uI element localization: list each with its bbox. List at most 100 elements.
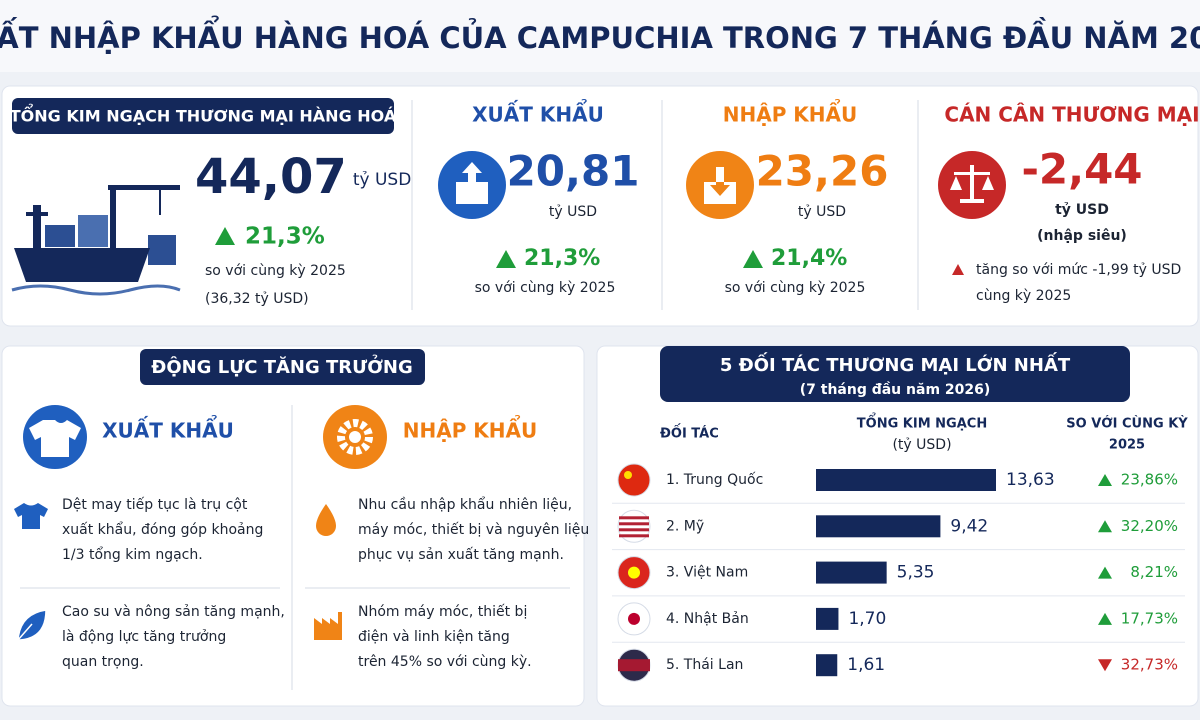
up-arrow [496,250,516,268]
flag-stripe [619,534,649,538]
flag-stripe [618,659,650,672]
bullet-text: phục vụ sản xuất tăng mạnh. [358,547,564,563]
value-label: 13,63 [1006,470,1055,490]
balance-unit: tỷ USD [1055,202,1109,218]
gear-glyph [349,431,361,443]
partner-name: 4. Nhật Bản [666,611,749,627]
flag [617,463,651,497]
up-arrow [1098,520,1112,533]
partners-subtitle: (7 tháng đầu năm 2026) [800,381,991,398]
flag-emblem [628,612,640,625]
import-icon-glyph [704,167,736,204]
total-value: 44,07 tỷ USD [195,149,411,205]
total-previous: (36,32 tỷ USD) [205,291,309,307]
export-value: 20,81 [507,147,640,196]
change-label: 32,20% [1121,517,1178,535]
shirt-bullet [14,503,48,529]
bar [816,561,887,584]
bullet-text: 1/3 tổng kim ngạch. [62,546,203,563]
bullet-text: máy móc, thiết bị và nguyên liệu [358,521,589,538]
title: XUẤT NHẬP KHẨU HÀNG HOÁ CỦA CAMPUCHIA TR… [0,16,1200,55]
partner-name: 3. Việt Nam [666,565,748,581]
export-unit: tỷ USD [549,204,597,220]
growth-text: Dệt may tiếp tục là trụ cột xuất khẩu, đó… [62,496,589,670]
up-arrow [1098,612,1112,625]
flag-stripe [619,522,649,526]
partner-name: 2. Mỹ [666,518,704,534]
export-label: XUẤT KHẨU [472,101,604,127]
flag-emblem [624,471,632,479]
header: ĐỐI TÁC [660,424,719,442]
bullet-text: Dệt may tiếp tục là trụ cột [62,496,248,513]
summary-card [1,85,1199,327]
total-change: 21,3% [245,224,325,250]
flag-emblem [628,566,640,579]
flag [617,509,651,543]
bar [816,515,941,538]
balance-icon-glyph [950,165,994,203]
bar [816,654,838,677]
bullet-text: quan trọng. [62,654,144,670]
change-label: 23,86% [1121,471,1178,489]
up-arrow [1098,474,1112,486]
label-pill [140,349,425,385]
change-label: 32,73% [1121,656,1178,674]
import-value: 23,26 [756,147,889,196]
bullet-text: Cao su và nông sản tăng mạnh, [62,604,285,620]
bar [816,469,996,491]
export-change: 21,3% [524,246,600,271]
partner-rows: 1. Trung Quốc 13,63 23,86% 2. Mỹ 9,42 32,20% 3… [612,463,1185,682]
total-compare: so với cùng kỳ 2025 [205,263,346,279]
export-icon-glyph [456,162,488,204]
up-arrow [215,227,235,245]
label-pill [660,346,1130,402]
header: (tỷ USD) [892,437,951,453]
flag-stripe [619,516,649,520]
import-change: 21,4% [771,246,847,271]
value-label: 1,61 [847,655,885,675]
balance-note: tăng so với mức -1,99 tỷ USD [976,262,1181,278]
import-unit: tỷ USD [798,204,846,220]
flag-stripe [619,528,649,532]
import-icon [686,151,754,219]
total-label: TỔNG KIM NGẠCH THƯƠNG MẠI HÀNG HOÁ [10,104,397,126]
up-arrow [952,264,964,275]
partners-title: 5 ĐỐI TÁC THƯƠNG MẠI LỚN NHẤT [720,352,1071,376]
import-compare: so với cùng kỳ 2025 [725,280,866,296]
bullet-text: là động lực tăng trưởng [62,629,226,645]
bar [816,607,839,630]
balance-label: CÁN CÂN THƯƠNG MẠI [944,103,1199,127]
value-label: 9,42 [950,516,988,536]
header: SO VỚI CÙNG KỲ [1066,416,1188,432]
partner-name: 5. Thái Lan [666,657,743,673]
gear-glyph [337,419,373,455]
growth-title: ĐỘNG LỰC TĂNG TRƯỞNG [151,354,413,378]
growth-export-heading: XUẤT KHẨU [102,417,234,443]
up-arrow [743,250,763,268]
up-arrow [1098,566,1112,579]
balance-status: (nhập siêu) [1037,228,1127,244]
factory-bullet [314,612,342,640]
change-label: 8,21% [1130,563,1178,581]
bullet-text: Nhu cầu nhập khẩu nhiên liệu, [358,496,572,513]
balance-value: -2,44 [1021,145,1142,194]
header: TỔNG KIM NGẠCH [857,414,987,432]
header: 2025 [1109,438,1145,453]
shirt-glyph [29,420,81,457]
bullet-text: trên 45% so với cùng kỳ. [358,654,532,670]
value-label: 1,70 [848,609,886,629]
title-bar [0,0,1200,72]
growth-import-heading: NHẬP KHẨU [403,417,538,443]
drop-bullet [316,504,336,536]
bullet-text: Nhóm máy móc, thiết bị [358,603,527,620]
ship-illustration [11,185,181,296]
leaf-bullet [17,609,47,641]
down-arrow [1098,659,1112,672]
label-pill [12,98,394,134]
import-label: NHẬP KHẨU [723,101,858,127]
bullet-text: điện và linh kiện tăng [358,629,510,645]
balance-note-2: cùng kỳ 2025 [976,288,1071,304]
growth-card [1,345,585,707]
